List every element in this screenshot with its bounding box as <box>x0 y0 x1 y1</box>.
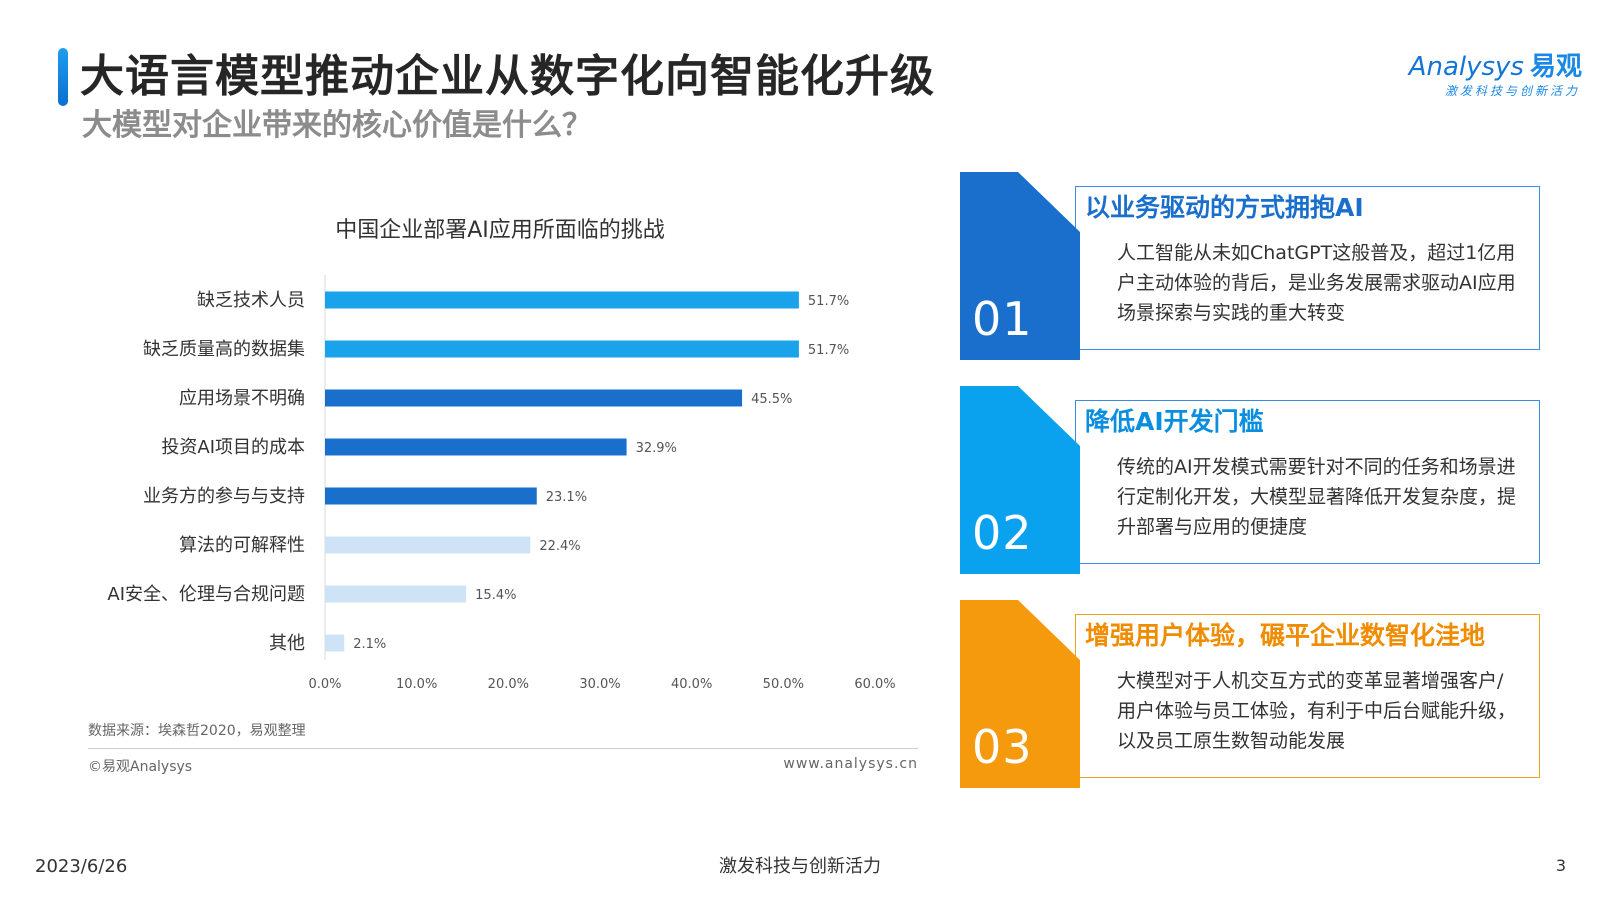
x-tick-label: 50.0% <box>763 677 804 692</box>
value-label: 15.4% <box>475 588 516 603</box>
x-tick-label: 60.0% <box>854 677 895 692</box>
divider <box>88 748 918 749</box>
bar <box>325 585 467 603</box>
category-label: 缺乏技术人员 <box>197 290 305 311</box>
x-tick-label: 10.0% <box>396 677 437 692</box>
category-label: 投资AI项目的成本 <box>161 437 305 458</box>
value-label: 2.1% <box>353 637 386 652</box>
category-label: 其他 <box>269 633 305 654</box>
website: www.analysys.cn <box>783 756 918 772</box>
value-label: 45.5% <box>751 392 792 407</box>
category-label: 业务方的参与与支持 <box>143 486 305 507</box>
copyright: ©易观Analysys <box>88 759 193 775</box>
card-text: 人工智能从未如ChatGPT这般普及，超过1亿用户主动体验的背后，是业务发展需求… <box>1117 242 1516 324</box>
analysys-logo: Analysys 易观 激发科技与创新活力 <box>1402 46 1582 106</box>
x-tick-label: 40.0% <box>671 677 712 692</box>
page-number: 3 <box>1555 856 1566 875</box>
card-title: 以业务驱动的方式拥抱AI <box>1085 193 1364 222</box>
bar-chart: 缺乏技术人员 51.7% 缺乏质量高的数据集 51.7% 应用场景不明确 45.5% 投资A… <box>107 275 896 692</box>
category-label: 算法的可解释性 <box>179 535 305 556</box>
category-label: 应用场景不明确 <box>179 388 305 409</box>
card-number: 02 <box>972 506 1033 560</box>
card-frame <box>1075 614 1540 778</box>
chart-title: 中国企业部署AI应用所面临的挑战 <box>335 218 665 243</box>
footer-slogan: 激发科技与创新活力 <box>719 856 881 877</box>
value-card-1: 01 以业务驱动的方式拥抱AI 人工智能从未如ChatGPT这般普及，超过1亿用… <box>960 172 1540 362</box>
logo-brand-cn: 易观 <box>1529 52 1582 82</box>
card-title: 降低AI开发门槛 <box>1085 407 1264 436</box>
card-text: 传统的AI开发模式需要针对不同的任务和场景进行定制化开发，大模型显著降低开发复杂… <box>1117 456 1517 538</box>
source-note: 数据来源：埃森哲2020，易观整理 <box>88 723 306 739</box>
card-frame <box>1075 186 1540 350</box>
x-tick-label: 20.0% <box>488 677 529 692</box>
footer-date: 2023/6/26 <box>35 856 128 877</box>
value-label: 22.4% <box>539 539 580 554</box>
page-subtitle: 大模型对企业带来的核心价值是什么？ <box>82 108 592 143</box>
category-label: AI安全、伦理与合规问题 <box>107 584 305 605</box>
bar <box>325 634 345 652</box>
logo-tagline: 激发科技与创新活力 <box>1444 84 1580 98</box>
logo-brand: Analysys <box>1408 52 1524 82</box>
x-tick-label: 0.0% <box>308 677 341 692</box>
bar <box>325 340 799 358</box>
value-label: 32.9% <box>636 441 677 456</box>
bar <box>325 438 627 456</box>
value-card-2: 02 降低AI开发门槛 传统的AI开发模式需要针对不同的任务和场景进行定制化开发… <box>960 386 1540 576</box>
bar <box>325 487 537 505</box>
category-label: 缺乏质量高的数据集 <box>143 339 305 360</box>
logo-wordmark: Analysys 易观 <box>1409 46 1582 83</box>
page-title: 大语言模型推动企业从数字化向智能化升级 <box>80 51 935 102</box>
card-title: 增强用户体验，碾平企业数智化洼地 <box>1085 621 1486 650</box>
value-label: 23.1% <box>546 490 587 505</box>
card-text: 大模型对于人机交互方式的变革显著增强客户/用户体验与员工体验，有利于中后台赋能升… <box>1117 670 1517 752</box>
bar <box>325 389 743 407</box>
bar <box>325 536 531 554</box>
card-number: 01 <box>972 292 1033 346</box>
value-label: 51.7% <box>808 343 849 358</box>
title-accent-bar <box>58 48 68 106</box>
card-number: 03 <box>972 720 1033 774</box>
value-label: 51.7% <box>808 294 849 309</box>
value-card-3: 03 增强用户体验，碾平企业数智化洼地 大模型对于人机交互方式的变革显著增强客户… <box>960 600 1540 790</box>
bar <box>325 291 799 309</box>
x-tick-label: 30.0% <box>579 677 620 692</box>
